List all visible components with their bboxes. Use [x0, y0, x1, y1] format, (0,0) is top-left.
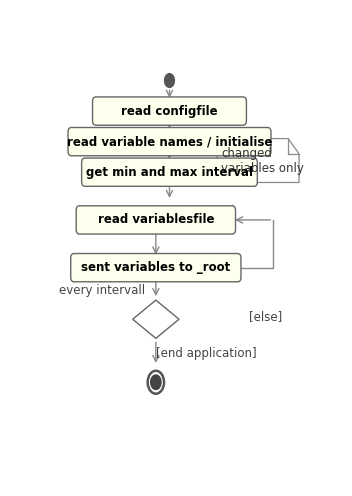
Text: [else]: [else]	[249, 310, 282, 323]
Circle shape	[165, 73, 174, 87]
FancyBboxPatch shape	[93, 97, 246, 125]
Text: read configfile: read configfile	[121, 105, 218, 118]
Text: sent variables to _root: sent variables to _root	[81, 261, 231, 274]
FancyBboxPatch shape	[68, 127, 271, 156]
Text: every intervall: every intervall	[59, 284, 145, 297]
Circle shape	[151, 375, 161, 389]
FancyBboxPatch shape	[71, 253, 241, 282]
Text: [end application]: [end application]	[156, 347, 257, 360]
Polygon shape	[133, 300, 179, 338]
Circle shape	[148, 371, 164, 394]
FancyBboxPatch shape	[76, 206, 235, 234]
Text: read variable names / initialise: read variable names / initialise	[67, 135, 272, 148]
Text: get min and max interval: get min and max interval	[86, 166, 253, 179]
FancyBboxPatch shape	[82, 158, 257, 186]
Text: read variablesfile: read variablesfile	[98, 213, 214, 227]
Text: changed
variables only: changed variables only	[221, 146, 304, 175]
Polygon shape	[217, 138, 299, 183]
